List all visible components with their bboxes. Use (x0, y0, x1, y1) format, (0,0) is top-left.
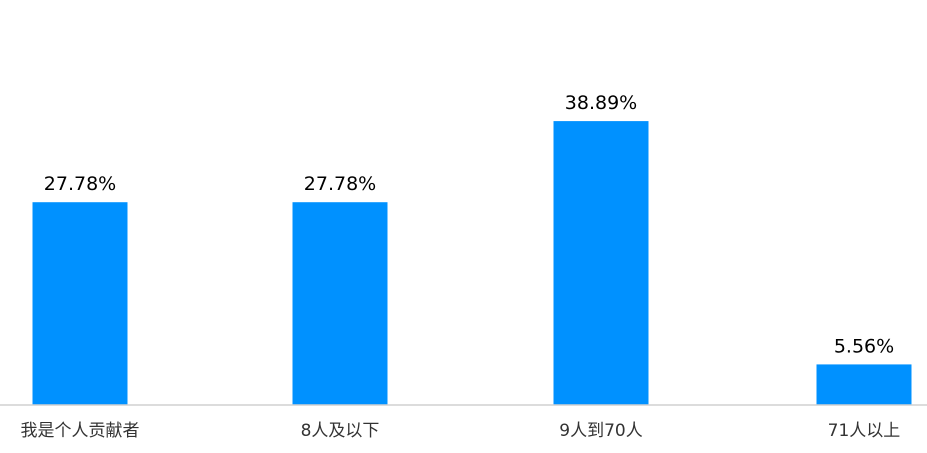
bars-layer (32, 121, 912, 405)
x-tick-label-4: 71人以上 (828, 421, 901, 441)
value-label-1: 27.78% (44, 173, 116, 195)
bar-3 (553, 121, 649, 405)
bar-2 (292, 202, 388, 405)
value-label-2: 27.78% (304, 173, 376, 195)
x-tick-label-2: 8人及以下 (301, 421, 380, 441)
x-tick-labels-layer: 我是个人贡献者 8人及以下 9人到70人 71人以上 (21, 421, 901, 441)
x-tick-label-1: 我是个人贡献者 (21, 421, 140, 441)
bar-4 (816, 364, 912, 405)
value-label-4: 5.56% (834, 335, 894, 357)
bar-1 (32, 202, 128, 405)
x-tick-label-3: 9人到70人 (559, 421, 642, 441)
value-label-3: 38.89% (565, 92, 637, 114)
value-labels-layer: 27.78% 27.78% 38.89% 5.56% (44, 92, 894, 357)
